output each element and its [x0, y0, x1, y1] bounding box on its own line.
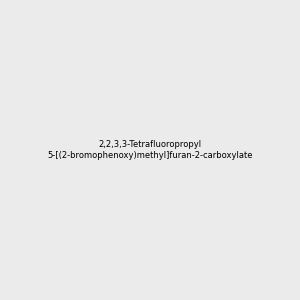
Text: 2,2,3,3-Tetrafluoropropyl 5-[(2-bromophenoxy)methyl]furan-2-carboxylate: 2,2,3,3-Tetrafluoropropyl 5-[(2-bromophe…: [47, 140, 253, 160]
